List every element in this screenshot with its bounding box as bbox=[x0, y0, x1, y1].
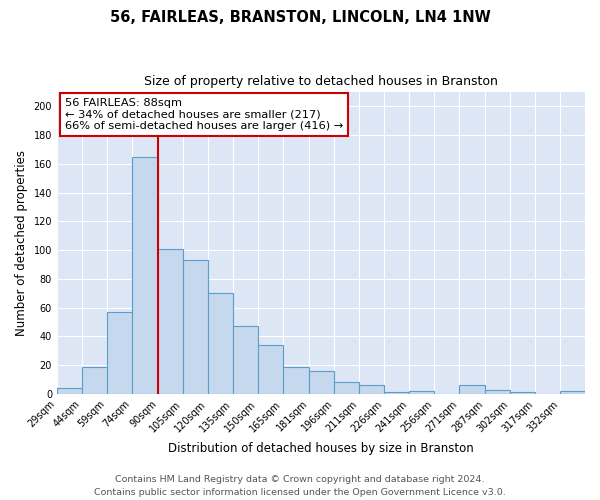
Bar bbox=[107, 312, 131, 394]
Bar bbox=[560, 391, 585, 394]
Bar bbox=[359, 386, 384, 394]
X-axis label: Distribution of detached houses by size in Branston: Distribution of detached houses by size … bbox=[168, 442, 474, 455]
Bar bbox=[82, 366, 107, 394]
Bar bbox=[208, 293, 233, 394]
Bar bbox=[283, 366, 310, 394]
Bar bbox=[510, 392, 535, 394]
Bar bbox=[485, 390, 510, 394]
Bar bbox=[384, 392, 409, 394]
Bar bbox=[459, 386, 485, 394]
Title: Size of property relative to detached houses in Branston: Size of property relative to detached ho… bbox=[144, 75, 498, 88]
Text: 56 FAIRLEAS: 88sqm
← 34% of detached houses are smaller (217)
66% of semi-detach: 56 FAIRLEAS: 88sqm ← 34% of detached hou… bbox=[65, 98, 343, 131]
Bar bbox=[258, 345, 283, 394]
Bar bbox=[57, 388, 82, 394]
Y-axis label: Number of detached properties: Number of detached properties bbox=[15, 150, 28, 336]
Bar bbox=[310, 371, 334, 394]
Bar bbox=[158, 248, 183, 394]
Bar bbox=[409, 391, 434, 394]
Bar bbox=[334, 382, 359, 394]
Text: Contains HM Land Registry data © Crown copyright and database right 2024.
Contai: Contains HM Land Registry data © Crown c… bbox=[94, 475, 506, 497]
Text: 56, FAIRLEAS, BRANSTON, LINCOLN, LN4 1NW: 56, FAIRLEAS, BRANSTON, LINCOLN, LN4 1NW bbox=[110, 10, 490, 25]
Bar bbox=[233, 326, 258, 394]
Bar bbox=[131, 156, 158, 394]
Bar bbox=[183, 260, 208, 394]
